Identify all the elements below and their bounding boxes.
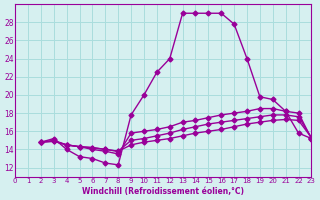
X-axis label: Windchill (Refroidissement éolien,°C): Windchill (Refroidissement éolien,°C) bbox=[82, 187, 244, 196]
